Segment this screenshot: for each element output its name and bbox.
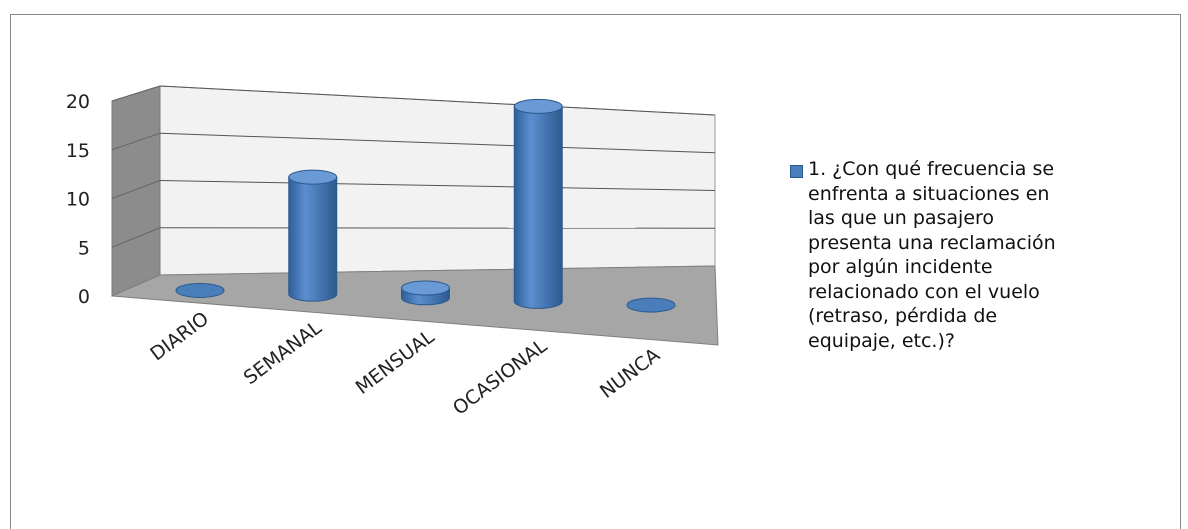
gridline <box>159 180 716 191</box>
bar-top <box>288 169 338 185</box>
gridline <box>159 85 716 116</box>
gridline <box>159 132 716 154</box>
bar-top <box>401 280 450 296</box>
x-tick-label: DIARIO <box>146 308 213 366</box>
gridline <box>159 227 716 229</box>
back-wall <box>159 85 716 276</box>
gridline-side <box>111 180 161 199</box>
chart-frame <box>10 14 1181 529</box>
x-tick-label: NUNCA <box>596 344 664 403</box>
gridline-side <box>111 85 161 102</box>
legend-swatch <box>790 165 803 178</box>
gridline-side <box>111 132 161 151</box>
y-tick-label: 5 <box>78 237 90 259</box>
y-tick-label: 15 <box>66 140 90 162</box>
bar <box>288 176 338 302</box>
gridline-side <box>111 227 161 248</box>
x-tick-label: SEMANAL <box>240 316 326 389</box>
bar <box>513 105 563 309</box>
x-tick-label: OCASIONAL <box>449 335 552 420</box>
bar <box>626 297 676 313</box>
bar-top <box>513 98 563 114</box>
x-tick-label: MENSUAL <box>352 326 439 399</box>
y-tick-label: 0 <box>78 286 90 308</box>
y-tick-label: 10 <box>66 189 90 211</box>
y-tick-label: 20 <box>66 91 90 113</box>
floor <box>111 265 719 346</box>
bar <box>175 282 225 298</box>
legend-label: 1. ¿Con qué frecuencia se enfrenta a sit… <box>808 158 1056 352</box>
side-wall <box>111 85 161 297</box>
